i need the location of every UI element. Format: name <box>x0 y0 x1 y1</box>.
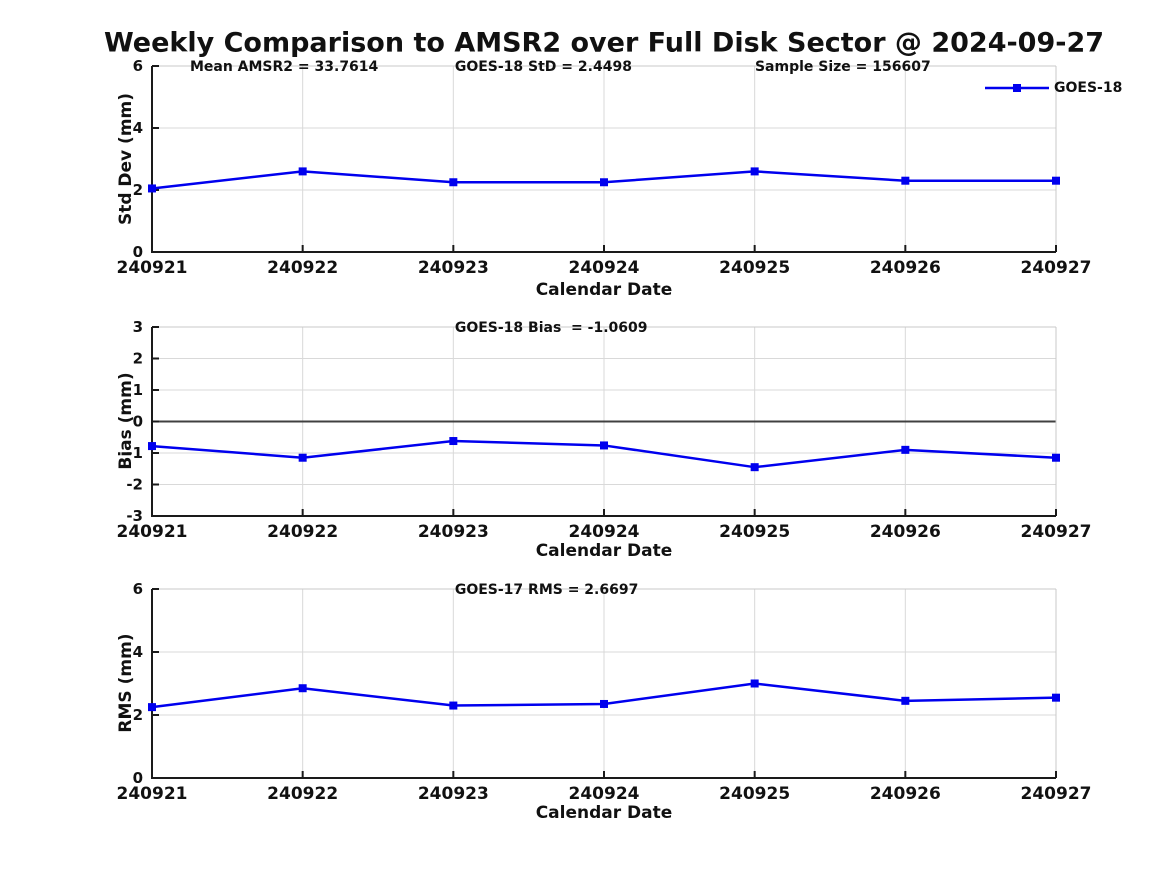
y-tick-label: 2 <box>133 181 143 199</box>
data-point-marker <box>148 703 156 712</box>
data-point-marker <box>600 441 608 450</box>
legend-label: GOES-18 <box>1054 80 1123 96</box>
chart-title: Weekly Comparison to AMSR2 over Full Dis… <box>103 27 1105 59</box>
y-tick-label: 3 <box>133 318 143 336</box>
x-tick-label: 240921 <box>117 784 188 804</box>
x-tick-label: 240924 <box>569 784 640 804</box>
x-tick-label: 240922 <box>267 258 338 278</box>
xlabel-stddev: Calendar Date <box>535 280 673 300</box>
data-point-marker <box>298 684 307 693</box>
y-tick-label: 1 <box>133 381 143 399</box>
y-tick-label: 0 <box>133 769 143 787</box>
xlabel-bias: Calendar Date <box>535 541 673 561</box>
subplot-bias: 240921 240922 240923 240924 240925 240926 2409… <box>117 318 1092 542</box>
subplot-stddev: 240921 240922 240923 240924 240925 240926 2409… <box>117 57 1092 278</box>
data-point-marker <box>901 696 910 705</box>
x-tick-label: 240922 <box>267 522 338 542</box>
data-point-marker <box>1052 176 1060 185</box>
data-point-marker <box>1052 453 1060 462</box>
y-tick-label: 4 <box>133 119 143 137</box>
x-tick-label: 240926 <box>870 784 941 804</box>
annotation: Mean AMSR2 = 33.7614 <box>190 59 379 75</box>
y-tick-label: -3 <box>126 507 143 525</box>
annotation: GOES-18 StD = 2.4498 <box>455 59 632 75</box>
data-point-marker <box>600 699 608 708</box>
y-tick-label: 6 <box>133 580 143 598</box>
annotation: GOES-17 RMS = 2.6697 <box>455 582 639 598</box>
x-tick-label: 240924 <box>569 258 640 278</box>
ylabel-stddev: Std Dev (mm) <box>116 92 136 226</box>
legend: GOES-18 <box>985 80 1122 96</box>
data-point-marker <box>298 453 307 462</box>
data-point-marker <box>449 437 458 446</box>
y-tick-label: 4 <box>133 643 143 661</box>
x-tick-label: 240925 <box>719 522 790 542</box>
data-point-marker <box>298 167 307 176</box>
annotation: Sample Size = 156607 <box>755 59 931 75</box>
x-tick-label: 240921 <box>117 522 188 542</box>
xlabel-rms: Calendar Date <box>535 803 673 823</box>
y-tick-label: 6 <box>133 57 143 75</box>
data-point-marker <box>449 701 458 710</box>
data-point-marker <box>750 679 759 688</box>
legend-line-sample <box>985 84 1049 92</box>
x-tick-label: 240925 <box>719 258 790 278</box>
y-tick-label: -1 <box>126 444 143 462</box>
data-point-marker <box>148 184 156 193</box>
data-point-marker <box>750 167 759 176</box>
legend-marker-icon <box>1013 84 1021 92</box>
data-point-marker <box>600 178 608 187</box>
x-tick-label: 240925 <box>719 784 790 804</box>
x-tick-label: 240927 <box>1021 258 1092 278</box>
data-point-marker <box>901 176 910 185</box>
x-tick-label: 240926 <box>870 522 941 542</box>
data-point-marker <box>901 445 910 454</box>
y-tick-label: -2 <box>126 476 143 494</box>
x-tick-label: 240927 <box>1021 784 1092 804</box>
subplot-rms: 240921 240922 240923 240924 240925 240926 2409… <box>117 580 1092 804</box>
y-tick-label: 0 <box>133 413 143 431</box>
x-tick-label: 240921 <box>117 258 188 278</box>
x-tick-label: 240922 <box>267 784 338 804</box>
x-tick-label: 240927 <box>1021 522 1092 542</box>
data-point-marker <box>1052 693 1060 702</box>
x-tick-label: 240924 <box>569 522 640 542</box>
data-point-marker <box>449 178 458 187</box>
x-tick-label: 240923 <box>418 522 489 542</box>
y-tick-label: 2 <box>133 350 143 368</box>
annotation: GOES-18 Bias = -1.0609 <box>455 320 648 336</box>
ylabel-rms: RMS (mm) <box>116 633 136 733</box>
data-point-marker <box>750 463 759 472</box>
x-tick-label: 240926 <box>870 258 941 278</box>
y-tick-label: 0 <box>133 243 143 261</box>
x-tick-label: 240923 <box>418 784 489 804</box>
x-tick-label: 240923 <box>418 258 489 278</box>
y-tick-label: 2 <box>133 706 143 724</box>
ylabel-bias: Bias (mm) <box>116 372 136 470</box>
data-point-marker <box>148 442 156 451</box>
